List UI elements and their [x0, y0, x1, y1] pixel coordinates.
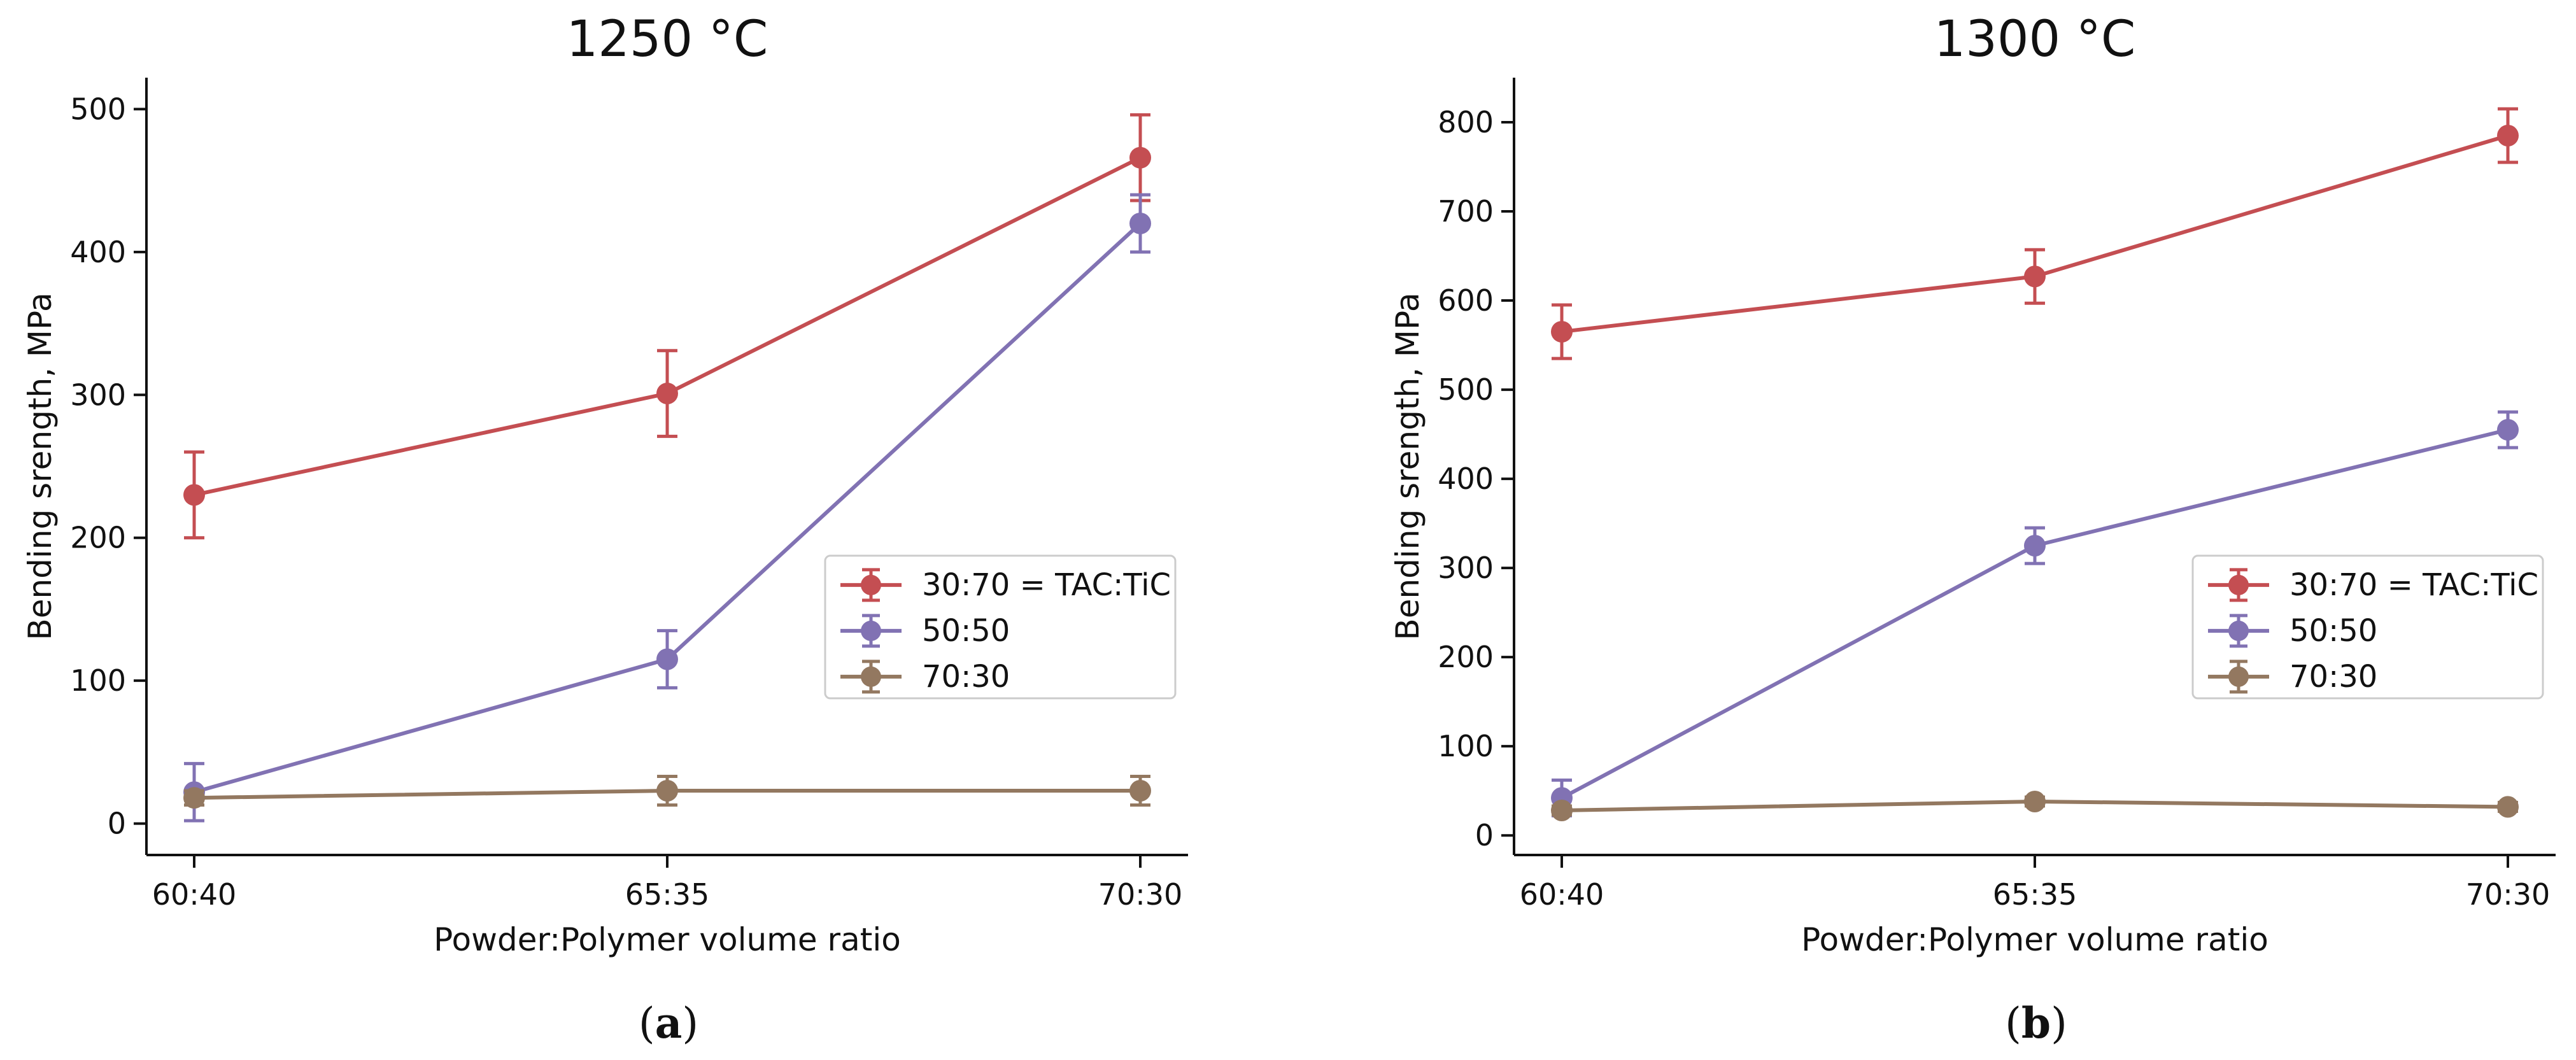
data-point: [656, 648, 678, 670]
data-point: [183, 787, 205, 809]
y-tick-label: 400: [1438, 462, 1494, 496]
x-tick-label: 70:30: [1098, 877, 1183, 912]
panel-caption-letter: a: [655, 998, 683, 1048]
legend-box: [2191, 555, 2544, 700]
legend-marker: [861, 666, 881, 687]
legend-label: 70:30: [922, 659, 1010, 695]
y-tick-label: 500: [1438, 372, 1494, 407]
legend-item: 70:30: [2208, 659, 2377, 695]
y-tick-label: 200: [1438, 640, 1494, 674]
chart-panel-1: 1250 °C 0 100 200 300 400 500 60:40 65:35 70:30 Po…: [22, 11, 1188, 1048]
data-point: [1129, 779, 1151, 802]
x-tick-label: 60:40: [1520, 877, 1604, 912]
y-tick-label: 0: [108, 807, 126, 841]
series-1: [183, 113, 1151, 540]
y-tick-label: 700: [1438, 194, 1494, 229]
legend-item: 50:50: [2208, 613, 2377, 649]
legend-box: [824, 555, 1177, 700]
x-tick-label: 60:40: [152, 877, 237, 912]
data-point: [2497, 419, 2519, 441]
legend-item: 30:70 = TAC:TiC: [840, 567, 1171, 603]
legend-item: 50:50: [840, 613, 1010, 649]
y-tick-label: 300: [1438, 551, 1494, 585]
legend-label: 50:50: [922, 613, 1010, 649]
y-tick-label: 600: [1438, 283, 1494, 318]
data-point: [2024, 790, 2046, 812]
data-point: [656, 779, 678, 802]
chart-panel-2: 1300 °C 0 100 200 300 400 500 600 700 800 60:40 65:…: [1389, 11, 2556, 1048]
legend-label: 50:50: [2289, 613, 2377, 649]
data-point: [183, 484, 205, 506]
data-point: [2024, 535, 2046, 557]
x-tick-label: 70:30: [2466, 877, 2551, 912]
y-tick-label: 100: [1438, 729, 1494, 763]
series-2: [183, 193, 1151, 823]
legend-marker: [861, 620, 881, 641]
panel-caption: (a): [639, 998, 698, 1048]
series-2: [1551, 410, 2519, 817]
legend-marker: [2228, 574, 2249, 595]
series-3: [183, 775, 1151, 809]
data-point: [2024, 265, 2046, 288]
y-tick-label: 100: [70, 663, 126, 698]
series-1: [1551, 107, 2519, 360]
legend: 30:70 = TAC:TiC 50:50 70:30: [824, 555, 1177, 700]
series-line: [194, 156, 1142, 497]
y-tick-label: 800: [1438, 105, 1494, 139]
legend-label: 30:70 = TAC:TiC: [922, 567, 1171, 603]
y-tick-label: 200: [70, 521, 126, 555]
x-tick-label: 65:35: [1993, 877, 2077, 912]
x-axis-label: Powder:Polymer volume ratio: [1801, 921, 2268, 958]
series-3: [1551, 790, 2519, 821]
series-line: [194, 222, 1142, 795]
legend-item: 30:70 = TAC:TiC: [2208, 567, 2538, 603]
chart-title: 1250 °C: [567, 11, 768, 68]
data-point: [1129, 212, 1151, 234]
data-point: [1551, 799, 1573, 821]
legend-marker: [2228, 666, 2249, 687]
y-axis-label: Bending srength, MPa: [1389, 292, 1426, 640]
data-point: [1129, 146, 1151, 169]
panel-caption-letter: b: [2021, 998, 2051, 1048]
x-tick-label: 65:35: [625, 877, 710, 912]
data-point: [1551, 321, 1573, 343]
legend: 30:70 = TAC:TiC 50:50 70:30: [2191, 555, 2544, 700]
legend-marker: [861, 574, 881, 595]
chart-title: 1300 °C: [1934, 11, 2136, 68]
legend-label: 30:70 = TAC:TiC: [2289, 567, 2538, 603]
legend-marker: [2228, 620, 2249, 641]
x-axis-label: Powder:Polymer volume ratio: [434, 921, 901, 958]
data-point: [656, 383, 678, 405]
y-tick-label: 300: [70, 378, 126, 412]
data-point: [2497, 796, 2519, 818]
y-tick-label: 0: [1475, 818, 1494, 852]
y-tick-label: 500: [70, 92, 126, 126]
legend-label: 70:30: [2289, 659, 2377, 695]
legend-item: 70:30: [840, 659, 1010, 695]
panel-caption: (b): [2005, 998, 2067, 1048]
y-tick-label: 400: [70, 235, 126, 269]
data-point: [2497, 125, 2519, 147]
y-axis-label: Bending srength, MPa: [22, 292, 59, 640]
